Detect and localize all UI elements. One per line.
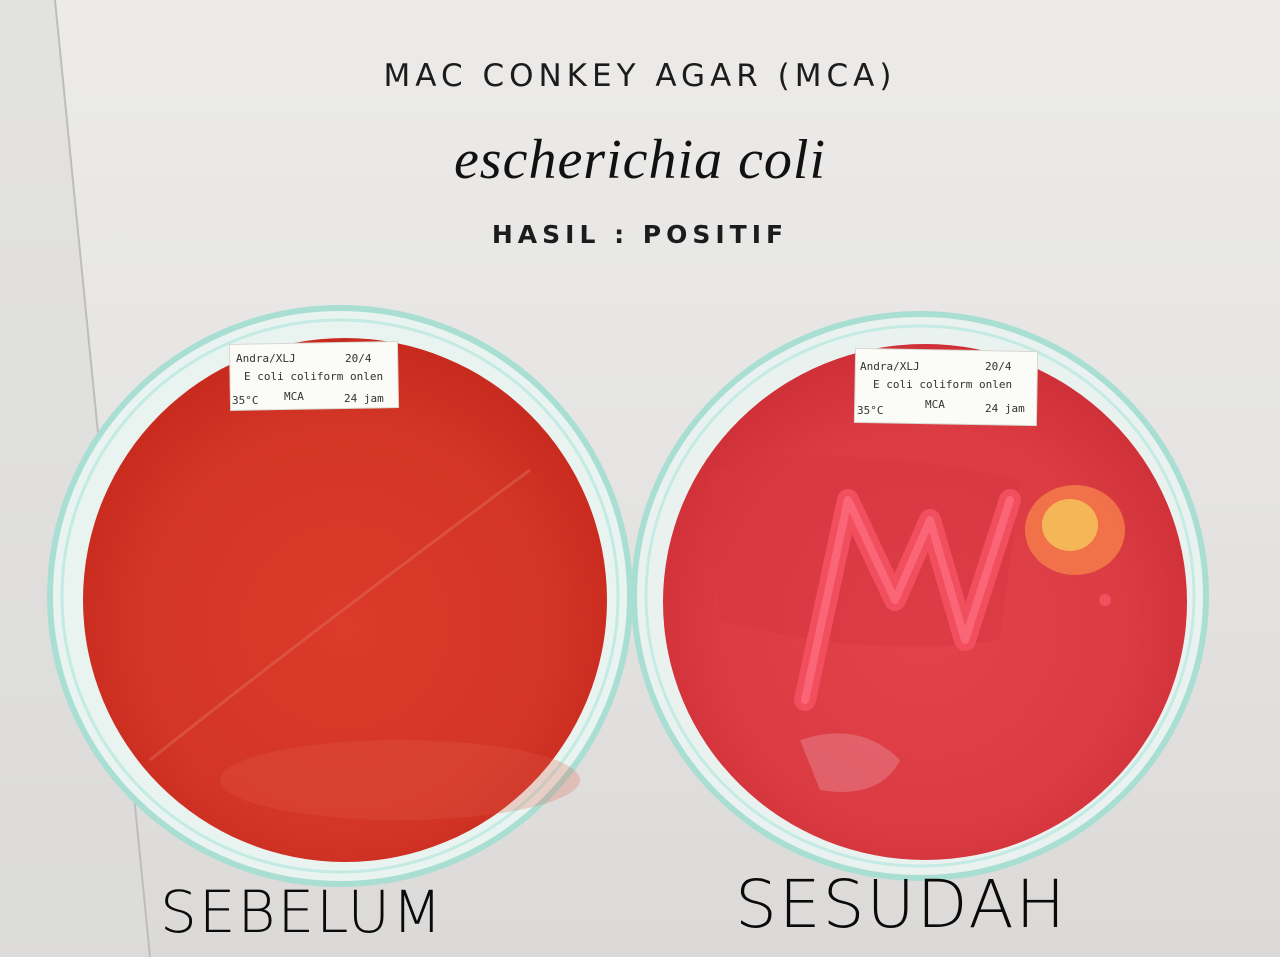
- caption-after: SESUDAH: [735, 866, 1068, 943]
- label-medium-right: MCA: [925, 398, 945, 411]
- label-date-left: 20/4: [345, 352, 372, 365]
- label-date-right: 20/4: [985, 360, 1012, 373]
- medium-title: MAC CONKEY AGAR (MCA): [383, 58, 897, 94]
- result-text: HASIL : POSITIF: [491, 220, 789, 249]
- caption-before: SEBELUM: [160, 878, 445, 946]
- label-temp-right: 35°C: [857, 404, 884, 417]
- label-temp-left: 35°C: [232, 394, 259, 407]
- agar-medium-before: [83, 338, 607, 862]
- plate-label-before: Andra/XLJ 20/4 E coli coliform onlen 35°…: [228, 341, 400, 411]
- petri-dish-before: Andra/XLJ 20/4 E coli coliform onlen 35°…: [47, 305, 633, 887]
- label-line1-left: Andra/XLJ: [236, 352, 296, 365]
- bacterial-streak: [794, 485, 1125, 711]
- label-time-right: 24 jam: [985, 402, 1025, 415]
- plate-label-after: Andra/XLJ 20/4 E coli coliform onlen 35°…: [853, 347, 1039, 427]
- species-name: escherichia coli: [453, 129, 827, 191]
- petri-dish-after: Andra/XLJ 20/4 E coli coliform onlen 35°…: [631, 311, 1209, 881]
- label-medium-left: MCA: [284, 390, 304, 403]
- label-line2-right: E coli coliform onlen: [873, 378, 1012, 391]
- label-time-left: 24 jam: [344, 392, 384, 405]
- label-line2-left: E coli coliform onlen: [244, 370, 383, 383]
- label-line1-right: Andra/XLJ: [860, 360, 920, 373]
